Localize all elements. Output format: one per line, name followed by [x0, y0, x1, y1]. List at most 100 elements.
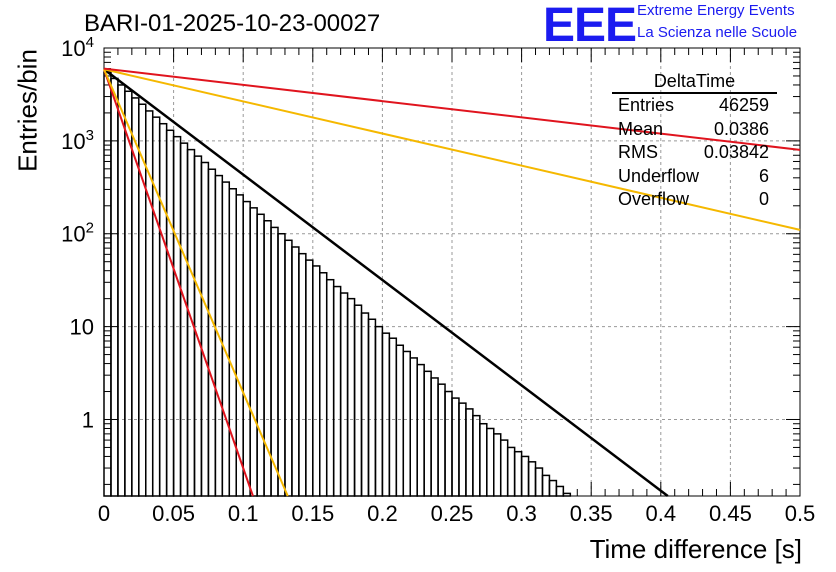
histogram-bin: [117, 84, 126, 497]
histogram-bin: [374, 325, 384, 497]
stats-label: RMS: [618, 142, 658, 162]
histogram-bin: [430, 377, 439, 497]
y-tick-label: 104: [61, 34, 94, 61]
histogram-bin: [381, 332, 391, 497]
histogram-bin: [332, 285, 342, 497]
stats-value: 6: [758, 165, 769, 186]
y-axis-label: Entries/bin: [12, 49, 43, 172]
histogram-bin: [151, 116, 161, 497]
histogram-bin: [165, 129, 175, 497]
stats-label: Overflow: [618, 189, 690, 209]
x-tick-label: 0.4: [646, 501, 677, 526]
stats-label: Mean: [618, 118, 664, 139]
x-tick-label: 0.2: [367, 501, 398, 526]
stats-value: 0: [758, 189, 769, 209]
histogram-bin: [562, 492, 572, 497]
histogram-bin: [513, 450, 523, 497]
histogram-bin: [319, 272, 328, 497]
histogram-bin: [541, 474, 551, 497]
histogram-bin: [256, 213, 265, 497]
histogram-bin: [416, 363, 425, 497]
histogram-bin: [353, 304, 363, 497]
histogram-bin: [242, 200, 251, 497]
x-tick-label: 0.15: [291, 501, 334, 526]
stats-row: Mean 0.0386: [612, 118, 777, 142]
histogram-bin: [499, 439, 509, 497]
stats-row: Entries 46259: [612, 94, 777, 118]
histogram-bin: [270, 226, 279, 497]
histogram-bin: [458, 402, 467, 497]
histogram-bin: [479, 422, 488, 497]
y-tick-label: 103: [61, 127, 94, 154]
stats-label: Entries: [618, 95, 675, 115]
line-red-flat: [103, 67, 801, 151]
histogram-bin: [249, 207, 258, 497]
histogram-bin: [200, 161, 210, 497]
histogram-bin: [346, 297, 356, 497]
histogram-bin: [409, 357, 418, 497]
histogram-bin: [103, 71, 112, 497]
histogram-bin: [312, 265, 321, 497]
histogram-bin: [339, 292, 349, 497]
x-axis-label: Time difference [s]: [589, 534, 802, 564]
histogram-bin: [437, 383, 446, 497]
histogram-bin: [284, 239, 293, 497]
histogram-bin: [172, 135, 182, 497]
histogram-bin: [506, 446, 516, 497]
logo-line-1: Extreme Energy Events: [637, 2, 795, 19]
histogram-bin: [555, 485, 565, 497]
stats-row: Underflow 6: [612, 165, 777, 189]
histogram-bin: [451, 397, 460, 497]
histogram-bin: [472, 414, 481, 497]
histogram-bin: [325, 278, 335, 497]
histogram-bin: [228, 188, 237, 497]
histogram-bin: [305, 259, 314, 497]
histogram-bin: [493, 433, 502, 497]
histogram-bin: [291, 246, 300, 497]
y-tick-label: 102: [61, 220, 94, 247]
line-yellow-steep: [103, 68, 289, 497]
histogram-bin: [486, 427, 495, 497]
logo-line-2: La Scienza nelle Scuole: [637, 24, 798, 41]
x-tick-label: 0.05: [152, 501, 195, 526]
x-tick-label: 0.3: [506, 501, 537, 526]
x-tick-label: 0.1: [228, 501, 259, 526]
stats-label: Underflow: [618, 165, 700, 186]
line-yellow-flat: [103, 68, 801, 231]
x-tick-label: 0.25: [431, 501, 474, 526]
histogram-bin: [527, 461, 537, 497]
histogram-bin: [534, 467, 544, 497]
x-tick-label: 0.35: [570, 501, 613, 526]
stats-value: 0.0386: [713, 118, 769, 139]
line-fit: [103, 68, 669, 497]
y-tick-label: 10: [70, 315, 94, 340]
histogram-bin: [158, 122, 168, 497]
line-red-steep: [103, 68, 254, 497]
histogram-bin: [360, 312, 370, 497]
histogram-bin: [207, 168, 217, 497]
run-title: BARI-01-2025-10-23-00027: [84, 10, 381, 37]
eee-logo: EEE: [543, 0, 637, 52]
stats-row: Overflow 0: [612, 188, 777, 212]
histogram-bin: [298, 252, 307, 497]
histogram-bin: [465, 408, 474, 497]
x-tick-label: 0: [98, 501, 110, 526]
histogram-bin: [395, 344, 405, 497]
histogram-bin: [367, 318, 377, 497]
histogram-bin: [423, 370, 432, 497]
stats-box: DeltaTime Entries 46259 Mean 0.0386 RMS 0.0…: [612, 70, 777, 212]
histogram-bin: [179, 142, 189, 497]
stats-title: DeltaTime: [612, 70, 777, 94]
stats-value: 0.03842: [703, 142, 769, 162]
histogram-bin: [548, 479, 558, 497]
histogram-bin: [444, 390, 453, 497]
histogram-bin: [193, 155, 203, 497]
stats-row: RMS 0.03842: [612, 141, 777, 165]
histogram-bin: [124, 90, 133, 497]
y-tick-label: 1: [82, 407, 94, 432]
histogram-bin: [402, 350, 411, 497]
histogram-bin: [277, 232, 286, 497]
histogram-bin: [221, 181, 231, 497]
histogram-bin: [520, 455, 530, 497]
